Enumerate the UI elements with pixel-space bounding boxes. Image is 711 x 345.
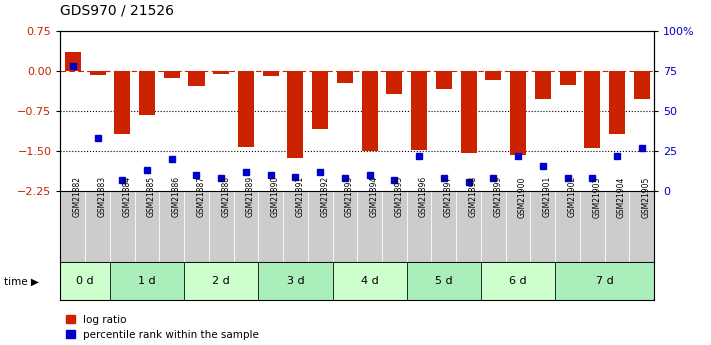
Bar: [159, 191, 184, 263]
Text: GSM21905: GSM21905: [642, 176, 651, 218]
Bar: [411, 71, 427, 150]
Bar: [333, 263, 407, 300]
Text: GSM21882: GSM21882: [73, 176, 82, 217]
Bar: [555, 191, 580, 263]
Bar: [184, 263, 258, 300]
Bar: [357, 191, 382, 263]
Bar: [461, 71, 476, 153]
Bar: [555, 263, 654, 300]
Bar: [456, 191, 481, 263]
Bar: [604, 191, 629, 263]
Text: 7 d: 7 d: [596, 276, 614, 286]
Bar: [312, 71, 328, 129]
Bar: [238, 71, 254, 147]
Legend: log ratio, percentile rank within the sample: log ratio, percentile rank within the sa…: [65, 315, 260, 340]
Bar: [382, 191, 407, 263]
Text: GSM21901: GSM21901: [542, 176, 552, 217]
Text: GSM21902: GSM21902: [567, 176, 577, 217]
Text: 3 d: 3 d: [287, 276, 304, 286]
Bar: [629, 191, 654, 263]
Text: GSM21888: GSM21888: [221, 176, 230, 217]
Bar: [506, 191, 530, 263]
Bar: [337, 71, 353, 83]
Bar: [362, 71, 378, 151]
Bar: [407, 263, 481, 300]
Text: GSM21892: GSM21892: [320, 176, 329, 217]
Bar: [510, 71, 526, 155]
Text: 4 d: 4 d: [360, 276, 378, 286]
Bar: [333, 191, 357, 263]
Bar: [584, 71, 600, 148]
Bar: [432, 191, 456, 263]
Text: 6 d: 6 d: [509, 276, 527, 286]
Text: GSM21895: GSM21895: [395, 176, 403, 217]
Bar: [386, 71, 402, 94]
Text: GSM21887: GSM21887: [196, 176, 205, 217]
Text: GSM21883: GSM21883: [97, 176, 107, 217]
Text: GSM21889: GSM21889: [246, 176, 255, 217]
Bar: [535, 71, 551, 99]
Bar: [407, 191, 432, 263]
Bar: [486, 71, 501, 80]
Bar: [134, 191, 159, 263]
Bar: [184, 191, 209, 263]
Bar: [209, 191, 234, 263]
Bar: [234, 191, 258, 263]
Bar: [213, 71, 229, 74]
Text: GDS970 / 21526: GDS970 / 21526: [60, 3, 174, 17]
Bar: [65, 52, 81, 71]
Bar: [90, 71, 105, 75]
Text: GSM21899: GSM21899: [493, 176, 503, 217]
Text: 2 d: 2 d: [213, 276, 230, 286]
Text: GSM21890: GSM21890: [271, 176, 279, 217]
Bar: [481, 191, 506, 263]
Text: GSM21886: GSM21886: [172, 176, 181, 217]
Text: GSM21894: GSM21894: [370, 176, 379, 217]
Bar: [110, 191, 134, 263]
Bar: [258, 263, 333, 300]
Bar: [60, 263, 110, 300]
Bar: [530, 191, 555, 263]
Bar: [609, 71, 625, 134]
Bar: [188, 71, 205, 86]
Bar: [110, 263, 184, 300]
Bar: [308, 191, 333, 263]
Text: 0 d: 0 d: [76, 276, 94, 286]
Text: GSM21893: GSM21893: [345, 176, 354, 217]
Bar: [436, 71, 452, 89]
Text: GSM21891: GSM21891: [296, 176, 304, 217]
Bar: [258, 191, 283, 263]
Text: time ▶: time ▶: [4, 276, 38, 286]
Bar: [634, 71, 650, 99]
Text: GSM21904: GSM21904: [617, 176, 626, 218]
Bar: [164, 71, 180, 78]
Text: GSM21900: GSM21900: [518, 176, 527, 218]
Text: 5 d: 5 d: [435, 276, 453, 286]
Bar: [287, 71, 304, 158]
Text: GSM21898: GSM21898: [469, 176, 478, 217]
Bar: [139, 71, 155, 115]
Bar: [560, 71, 576, 85]
Bar: [114, 71, 130, 134]
Text: GSM21897: GSM21897: [444, 176, 453, 217]
Text: GSM21885: GSM21885: [147, 176, 156, 217]
Bar: [85, 191, 110, 263]
Bar: [60, 191, 85, 263]
Bar: [262, 71, 279, 76]
Text: GSM21903: GSM21903: [592, 176, 602, 218]
Text: GSM21896: GSM21896: [419, 176, 428, 217]
Text: 1 d: 1 d: [138, 276, 156, 286]
Bar: [580, 191, 604, 263]
Bar: [481, 263, 555, 300]
Text: GSM21884: GSM21884: [122, 176, 132, 217]
Bar: [283, 191, 308, 263]
